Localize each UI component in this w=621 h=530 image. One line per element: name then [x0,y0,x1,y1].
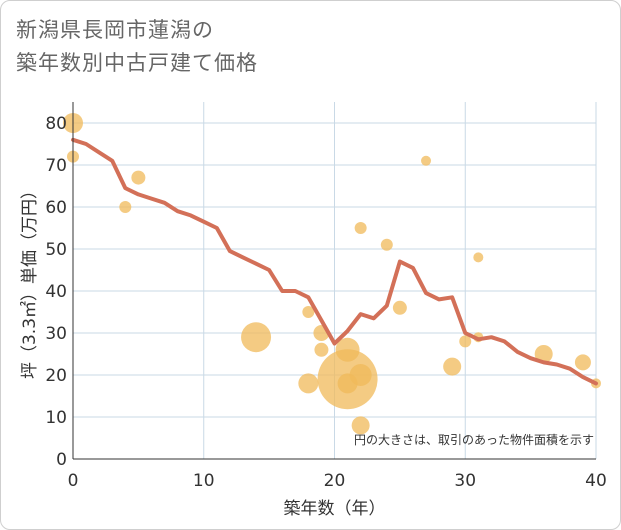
x-tick-label: 30 [454,471,476,491]
title-line-1: 新潟県長岡市蓮潟の [16,18,214,42]
bubble-point [421,155,432,166]
bubble-point [351,416,370,435]
bubble-point [473,252,484,263]
bubble-point [534,345,553,363]
bubble-point [349,364,372,386]
x-tick-label: 0 [68,471,79,491]
y-tick-label: 60 [45,198,67,218]
y-tick-label: 70 [45,156,67,176]
y-axis-label: 坪（3.3㎡）単価（万円） [20,182,40,379]
x-tick-label: 20 [324,471,346,491]
bubble-point [131,170,146,185]
y-tick-label: 0 [56,450,67,470]
bubble-point [574,354,591,371]
chart-title: 新潟県長岡市蓮潟の 築年数別中古戸建て価格 [16,14,258,80]
bubble-point [354,222,367,234]
bubble-point [119,201,132,213]
bubble-point [314,342,329,357]
bubble-point [392,300,407,315]
series-layer [71,137,598,386]
bubble-point [302,306,315,318]
axes [72,102,596,460]
x-tick-label: 10 [193,471,215,491]
bubble-point [443,357,462,376]
y-tick-label: 80 [45,114,67,134]
bubbles-layer [63,113,601,435]
average-price-line [71,137,598,386]
y-tick-label: 30 [45,324,67,344]
y-tick-label: 20 [45,366,67,386]
bubble-point [459,335,472,348]
y-tick-label: 10 [45,408,67,428]
title-line-2: 築年数別中古戸建て価格 [16,51,258,75]
x-tick-label: 40 [585,471,607,491]
y-tick-label: 50 [45,240,67,260]
tick-labels: 0 10 20 30 40 50 60 70 80 0 10 20 30 40 [45,114,606,491]
bubble-point [241,322,272,353]
bubble-point [298,373,319,394]
y-tick-label: 40 [45,282,67,302]
bubble-size-note: 円の大きさは、取引のあった物件面積を示す [354,432,594,447]
x-axis-label: 築年数（年） [284,499,386,519]
bubble-point [380,238,393,251]
